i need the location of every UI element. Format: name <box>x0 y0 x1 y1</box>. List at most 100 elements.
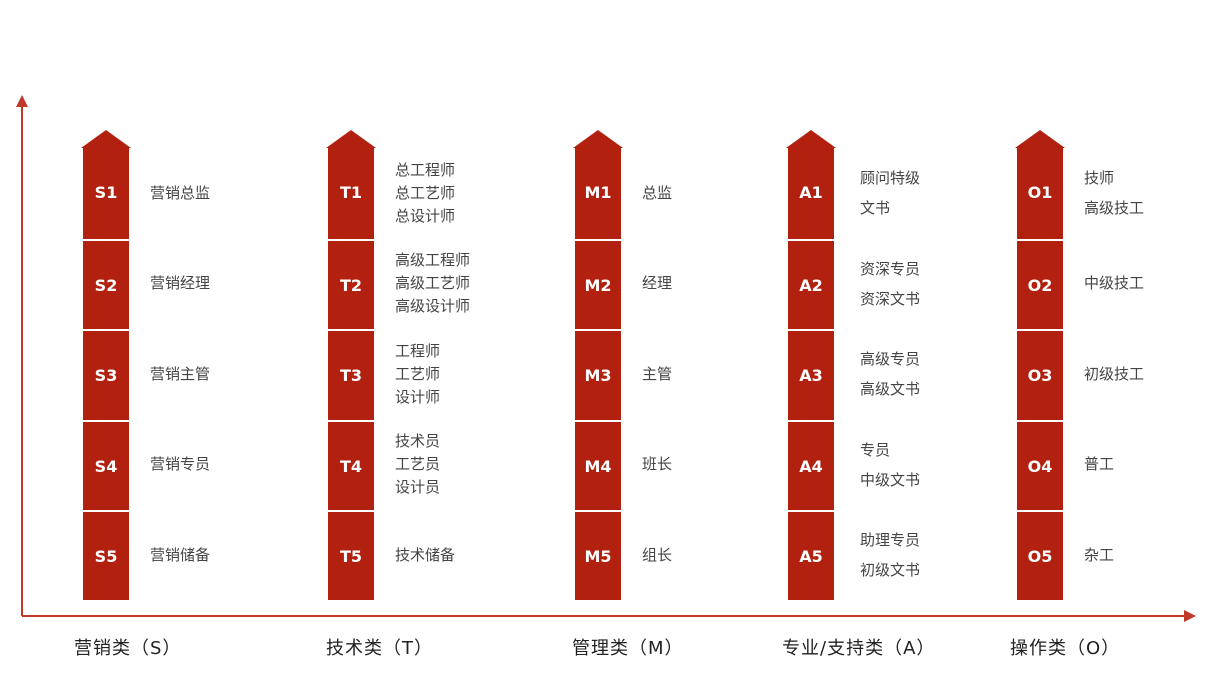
ladder-2: M1 M2 M3 M4 M5 <box>573 130 623 600</box>
role-title: 技师 <box>1084 169 1115 187</box>
level-code: M5 <box>575 510 621 601</box>
role-title: 总设计师 <box>395 206 456 225</box>
level-code: M1 <box>584 183 612 202</box>
role-title: 班长 <box>642 455 673 473</box>
role-title: 工艺员 <box>395 455 441 473</box>
role-title: 顾问特级 <box>860 169 921 187</box>
role-title: 经理 <box>642 274 673 292</box>
ladder-column: O1 O2 O3 O4 O5 <box>1017 148 1063 600</box>
role-title: 营销总监 <box>150 183 211 202</box>
level-roles: 杂工 <box>1084 510 1114 600</box>
level-roles: 营销经理 <box>150 239 210 329</box>
role-title: 文书 <box>860 199 891 217</box>
y-axis-arrowhead <box>16 95 28 107</box>
ladder-arrow-cap <box>1015 130 1065 148</box>
level-roles: 顾问特级 文书 <box>860 148 920 238</box>
ladder-arrow-cap <box>81 130 131 148</box>
level-roles: 工程师 工艺师 设计师 <box>395 329 440 419</box>
level-roles: 高级工程师高级工艺师高级设计师 <box>395 239 470 329</box>
role-title: 组长 <box>642 545 673 564</box>
level-code: A3 <box>788 329 834 420</box>
role-title: 技术储备 <box>395 545 456 564</box>
role-title: 设计师 <box>395 387 441 406</box>
level-code: S1 <box>94 183 118 202</box>
level-code: S4 <box>83 419 129 511</box>
level-roles: 营销主管 <box>150 329 210 419</box>
level-code: O1 <box>1027 183 1053 202</box>
level-roles: 技术储备 <box>395 510 455 600</box>
level-roles: 主管 <box>642 329 672 419</box>
level-roles: 技术员 工艺员 设计员 <box>395 420 440 510</box>
level-code: O2 <box>1017 238 1063 330</box>
role-title: 营销专员 <box>150 455 211 473</box>
role-title: 高级技工 <box>1084 199 1145 217</box>
role-title: 总监 <box>642 183 673 202</box>
level-roles: 总监 <box>642 148 672 238</box>
role-title: 营销主管 <box>150 364 211 383</box>
level-code: T2 <box>328 238 374 330</box>
level-code: M4 <box>575 419 621 511</box>
role-title: 设计员 <box>395 478 441 496</box>
level-code: M2 <box>575 238 621 330</box>
ladder-1: T1 T2 T3 T4 T5 <box>326 130 376 600</box>
level-roles: 技师 高级技工 <box>1084 148 1144 238</box>
role-title: 高级文书 <box>860 380 921 398</box>
role-title: 主管 <box>642 364 673 383</box>
role-title: 总工艺师 <box>395 183 456 202</box>
level-roles: 高级专员 高级文书 <box>860 329 920 419</box>
role-title: 初级技工 <box>1084 364 1145 383</box>
role-title: 助理专员 <box>860 531 921 549</box>
level-code: O3 <box>1017 329 1063 420</box>
level-roles: 资深专员 资深文书 <box>860 239 920 329</box>
category-label: 管理类（M） <box>572 638 684 659</box>
level-roles: 经理 <box>642 239 672 329</box>
level-roles: 助理专员 初级文书 <box>860 510 920 600</box>
ladder-column: M1 M2 M3 M4 M5 <box>575 148 621 600</box>
role-title: 中级文书 <box>860 470 921 489</box>
category-label: 营销类（S） <box>74 638 182 659</box>
x-axis-arrowhead <box>1184 610 1196 622</box>
level-code: A5 <box>788 510 834 601</box>
level-roles: 营销储备 <box>150 510 210 600</box>
role-title: 专员 <box>860 440 891 459</box>
role-title: 资深专员 <box>860 259 921 278</box>
category-label: 专业/支持类（A） <box>782 638 936 659</box>
level-code: T4 <box>328 419 374 511</box>
role-title: 营销储备 <box>150 545 211 564</box>
category-label: 技术类（T） <box>326 638 433 659</box>
level-roles: 营销专员 <box>150 420 210 510</box>
ladder-column: A1 A2 A3 A4 A5 <box>788 148 834 600</box>
level-roles: 中级技工 <box>1084 239 1144 329</box>
role-title: 高级工艺师 <box>395 274 471 292</box>
level-code: O4 <box>1017 419 1063 511</box>
level-code: S3 <box>83 329 129 420</box>
level-roles: 专员 中级文书 <box>860 420 920 510</box>
ladder-arrow-cap <box>326 130 376 148</box>
category-label: 操作类（O） <box>1010 638 1121 659</box>
level-code: A1 <box>799 183 823 202</box>
role-title: 普工 <box>1084 455 1115 473</box>
level-roles: 组长 <box>642 510 672 600</box>
level-roles: 班长 <box>642 420 672 510</box>
ladder-0: S1 S2 S3 S4 S5 <box>81 130 131 600</box>
ladder-column: S1 S2 S3 S4 S5 <box>83 148 129 600</box>
level-code: S2 <box>83 238 129 330</box>
role-title: 高级专员 <box>860 350 921 368</box>
level-roles: 营销总监 <box>150 148 210 238</box>
role-title: 杂工 <box>1084 545 1115 564</box>
role-title: 技术员 <box>395 432 441 450</box>
level-code: M3 <box>575 329 621 420</box>
ladder-4: O1 O2 O3 O4 O5 <box>1015 130 1065 600</box>
level-code: A2 <box>788 238 834 330</box>
level-code: S5 <box>83 510 129 601</box>
ladder-arrow-cap <box>786 130 836 148</box>
role-title: 中级技工 <box>1084 274 1145 292</box>
role-title: 高级工程师 <box>395 251 471 269</box>
role-title: 营销经理 <box>150 274 211 292</box>
role-title: 初级文书 <box>860 561 921 579</box>
level-roles: 普工 <box>1084 420 1114 510</box>
level-code: O5 <box>1017 510 1063 601</box>
role-title: 高级设计师 <box>395 297 471 315</box>
level-code: A4 <box>788 419 834 511</box>
